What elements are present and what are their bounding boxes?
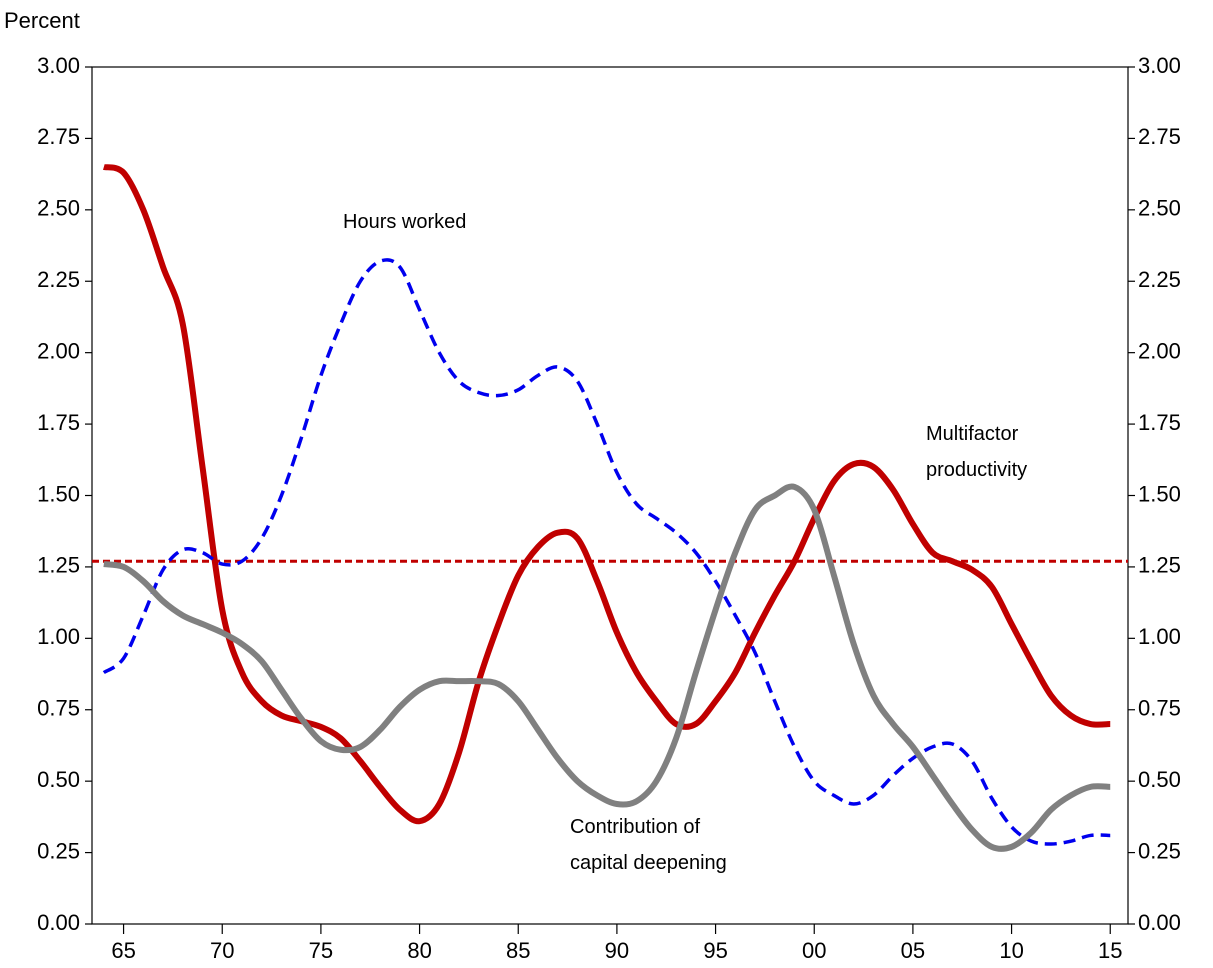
y-tick-label: 0.75: [37, 696, 80, 721]
x-tick-label: 95: [703, 938, 727, 963]
y2-tick-label: 0.75: [1138, 696, 1181, 721]
x-tick-label: 70: [210, 938, 234, 963]
y2-tick-label: 0.50: [1138, 767, 1181, 792]
x-tick-label: 15: [1098, 938, 1122, 963]
y2-tick-label: 2.00: [1138, 338, 1181, 363]
series-line: [103, 164, 1111, 825]
y-tick-label: 0.50: [37, 767, 80, 792]
series-line: [102, 258, 1111, 846]
series-annotation: Multifactor: [926, 423, 1019, 445]
x-tick-label: 05: [901, 938, 925, 963]
y2-tick-label: 2.25: [1138, 267, 1181, 292]
y2-tick-label: 1.00: [1138, 624, 1181, 649]
plot-frame: [91, 66, 1129, 925]
x-tick-label: 75: [309, 938, 333, 963]
y2-tick-label: 2.75: [1138, 124, 1181, 149]
y2-tick-label: 0.00: [1138, 910, 1181, 935]
y-tick-label: 1.25: [37, 553, 80, 578]
y-tick-label: 0.00: [37, 910, 80, 935]
y-tick-label: 3.00: [37, 53, 80, 78]
y-tick-label: 2.00: [37, 338, 80, 363]
y2-tick-label: 0.25: [1138, 838, 1181, 863]
y-tick-label: 2.50: [37, 196, 80, 221]
x-tick-label: 80: [407, 938, 431, 963]
x-tick-label: 00: [802, 938, 826, 963]
x-tick-label: 90: [605, 938, 629, 963]
x-tick-label: 65: [111, 938, 135, 963]
y-tick-label: 2.25: [37, 267, 80, 292]
y2-tick-label: 3.00: [1138, 53, 1181, 78]
x-tick-label: 85: [506, 938, 530, 963]
y-tick-label: 1.75: [37, 410, 80, 435]
y2-tick-label: 2.50: [1138, 196, 1181, 221]
series-annotation: capital deepening: [570, 852, 727, 874]
y2-tick-label: 1.50: [1138, 481, 1181, 506]
y-axis-label: Percent: [4, 8, 80, 33]
series-annotation: Contribution of: [570, 816, 701, 838]
y-tick-label: 1.50: [37, 481, 80, 506]
x-tick-label: 10: [999, 938, 1023, 963]
y-tick-label: 2.75: [37, 124, 80, 149]
y-tick-label: 1.00: [37, 624, 80, 649]
y2-tick-label: 1.75: [1138, 410, 1181, 435]
y-tick-label: 0.25: [37, 838, 80, 863]
series-annotation: Hours worked: [343, 211, 466, 233]
series-line: [103, 483, 1111, 852]
y2-tick-label: 1.25: [1138, 553, 1181, 578]
series-annotation: productivity: [926, 459, 1027, 481]
